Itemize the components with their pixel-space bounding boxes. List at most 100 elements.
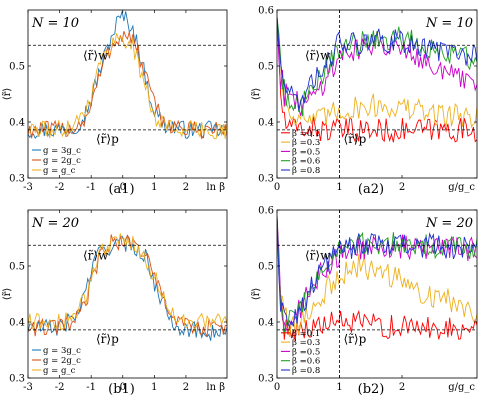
series-line-4 — [277, 16, 477, 117]
legend-label: g = g_c — [43, 166, 76, 176]
legend-label: g = 3g_c — [43, 346, 81, 356]
x-tick-label: 1 — [151, 182, 157, 193]
ref-label-w: ⟨r̃⟩w — [305, 48, 331, 62]
y-tick-label: 0.4 — [258, 118, 274, 129]
x-tick-label: 1 — [336, 182, 342, 193]
panel-a1: -3 -2 -1 0 1 2 0.3 0.4 0.5 ln β ⟨r̃⟩ (a1) N = 10 ⟨r̃⟩… — [2, 9, 228, 197]
x-tick-label: 0 — [274, 382, 280, 393]
y-tick-label: 0.5 — [9, 262, 25, 273]
x-tick-label: 1 — [336, 382, 342, 393]
plot-frame — [276, 209, 478, 379]
ref-label-w: ⟨r̃⟩w — [305, 248, 331, 262]
y-tick-label: 0.6 — [258, 206, 274, 217]
x-tick-label: -3 — [23, 182, 33, 193]
x-tick-label: 0 — [120, 382, 126, 393]
x-tick-label: 0 — [120, 182, 126, 193]
y-axis-label: ⟨r̃⟩ — [251, 288, 262, 301]
ref-label-p: ⟨r̃⟩p — [96, 332, 119, 346]
ref-label-w: ⟨r̃⟩w — [83, 248, 109, 262]
legend: g = 3g_cg = 2g_cg = g_c — [32, 146, 81, 176]
legend-label: β =0.3 — [292, 338, 320, 348]
x-axis-label: g/g_c — [448, 182, 475, 193]
legend: β =0.1β =0.3β =0.5β =0.6β =0.8 — [281, 329, 320, 376]
y-tick-label: 0.3 — [9, 374, 25, 385]
x-axis-label: ln β — [206, 382, 225, 393]
legend-label: β =0.5 — [292, 147, 320, 157]
x-tick-label: -1 — [86, 182, 96, 193]
series-group — [28, 232, 227, 341]
panel-a2: 0 1 2 0.3 0.4 0.5 0.6 g/g_c ⟨r̃⟩ (a2) N = 10 ⟨r̃⟩w ⟨… — [251, 6, 478, 197]
n-annotation: N = 20 — [31, 216, 79, 231]
series-line-5 — [277, 215, 477, 327]
ref-label-p: ⟨r̃⟩p — [344, 332, 367, 346]
legend-label: β =0.6 — [292, 357, 320, 367]
series-line-2 — [277, 216, 477, 337]
n-annotation: N = 10 — [425, 16, 473, 31]
legend-label: β =0.3 — [292, 138, 320, 148]
legend-label: g = 2g_c — [43, 356, 81, 366]
x-tick-label: -3 — [23, 382, 33, 393]
panel-label: (a2) — [358, 182, 384, 197]
legend-label: g = 2g_c — [43, 156, 81, 166]
series-line-2 — [277, 17, 477, 129]
y-tick-label: 0.3 — [258, 374, 274, 385]
x-tick-label: -2 — [55, 382, 65, 393]
panel-label: (a1) — [108, 182, 134, 197]
legend-label: β =0.8 — [292, 166, 320, 176]
x-axis-label: g/g_c — [448, 382, 475, 393]
series-line-3 — [28, 33, 227, 140]
y-tick-label: 0.6 — [258, 6, 274, 17]
x-tick-label: 2 — [399, 382, 405, 393]
series-line-2 — [28, 31, 227, 140]
series-line-1 — [277, 17, 477, 143]
legend-label: β =0.1 — [292, 329, 320, 339]
panel-b2: 0 1 2 0.3 0.4 0.5 0.6 g/g_c ⟨r̃⟩ (b2) N = 20 ⟨r̃⟩w ⟨… — [251, 206, 478, 397]
n-annotation: N = 10 — [31, 16, 79, 31]
plot-frame — [27, 9, 228, 179]
legend-label: g = g_c — [43, 366, 76, 376]
y-tick-label: 0.3 — [9, 174, 25, 185]
x-tick-label: 2 — [399, 182, 405, 193]
legend-label: β =0.1 — [292, 129, 320, 139]
x-axis-label: ln β — [206, 182, 225, 193]
x-tick-label: -2 — [55, 182, 65, 193]
n-annotation: N = 20 — [425, 216, 473, 231]
y-axis-label: ⟨r̃⟩ — [2, 288, 13, 301]
legend: g = 3g_cg = 2g_cg = g_c — [32, 346, 81, 376]
y-tick-label: 0.5 — [258, 262, 274, 273]
series-line-4 — [277, 216, 477, 334]
plot-frame — [276, 9, 478, 179]
legend: β =0.1β =0.3β =0.5β =0.6β =0.8 — [281, 129, 320, 176]
legend-label: β =0.5 — [292, 347, 320, 357]
series-group — [277, 215, 477, 342]
x-tick-label: -1 — [86, 382, 96, 393]
x-tick-label: 1 — [151, 382, 157, 393]
x-tick-label: 2 — [183, 382, 189, 393]
y-axis-label: ⟨r̃⟩ — [251, 88, 262, 101]
y-tick-label: 0.3 — [258, 174, 274, 185]
y-tick-label: 0.4 — [9, 318, 25, 329]
legend-label: β =0.8 — [292, 366, 320, 376]
y-tick-label: 0.4 — [9, 118, 25, 129]
series-group — [277, 16, 477, 143]
ref-label-p: ⟨r̃⟩p — [96, 132, 119, 146]
ref-label-p: ⟨r̃⟩p — [344, 132, 367, 146]
panel-label: (b2) — [358, 382, 385, 397]
panel-b1: -3 -2 -1 0 1 2 0.3 0.4 0.5 ln β ⟨r̃⟩ (b1) N = 20 ⟨r̃⟩… — [2, 209, 228, 397]
y-tick-label: 0.5 — [9, 62, 25, 73]
x-tick-label: 0 — [274, 182, 280, 193]
series-line-3 — [28, 232, 227, 333]
ref-label-w: ⟨r̃⟩w — [83, 48, 109, 62]
series-line-5 — [277, 16, 477, 111]
y-tick-label: 0.5 — [258, 62, 274, 73]
legend-label: β =0.6 — [292, 157, 320, 167]
panel-label: (b1) — [108, 382, 135, 397]
series-line-1 — [277, 216, 477, 342]
x-tick-label: 2 — [183, 182, 189, 193]
y-axis-label: ⟨r̃⟩ — [2, 88, 13, 101]
legend-label: g = 3g_c — [43, 146, 81, 156]
plot-frame — [27, 209, 228, 379]
series-group — [28, 11, 227, 140]
y-tick-label: 0.4 — [258, 318, 274, 329]
